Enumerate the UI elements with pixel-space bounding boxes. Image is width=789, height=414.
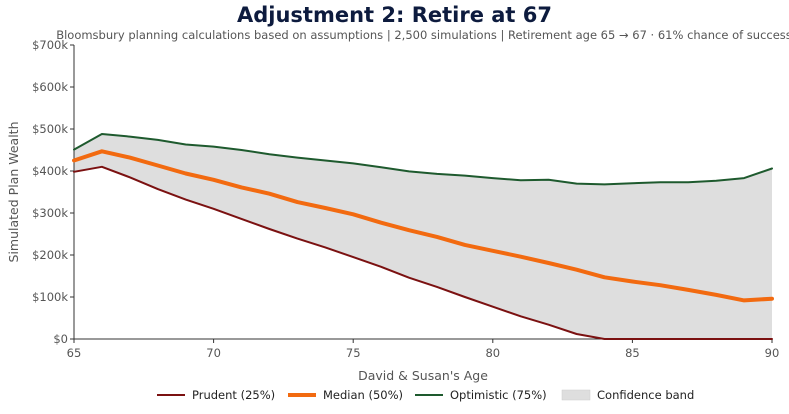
x-tick-label: 90 xyxy=(765,346,780,360)
chart-title: Adjustment 2: Retire at 67 xyxy=(236,3,553,27)
y-tick-label: $100k xyxy=(32,290,68,304)
x-tick-label: 80 xyxy=(485,346,500,360)
y-tick-label: $700k xyxy=(32,38,68,52)
y-tick-label: $400k xyxy=(32,164,68,178)
confidence-band-layer xyxy=(74,134,772,339)
confidence-band-area xyxy=(74,134,772,339)
legend-label-confidence-band: Confidence band xyxy=(597,388,694,402)
y-axis-label: Simulated Plan Wealth xyxy=(6,122,21,263)
legend-label-median-50: Median (50%) xyxy=(323,388,403,402)
x-tick-label: 75 xyxy=(346,346,361,360)
series-line-median-50 xyxy=(72,149,774,303)
x-tick-label: 85 xyxy=(625,346,640,360)
y-tick-label: $600k xyxy=(32,80,68,94)
y-tick-label: $200k xyxy=(32,248,68,262)
y-tick-label: $0 xyxy=(53,332,68,346)
axes-layer: $0 $100k $200k $300k $400k $500k $600k $700k 65 7… xyxy=(32,38,779,360)
legend-label-prudent-25: Prudent (25%) xyxy=(192,388,275,402)
legend-swatch-confidence-band xyxy=(561,389,591,401)
y-tick-label: $500k xyxy=(32,122,68,136)
chart-subtitle: Bloomsbury planning calculations based o… xyxy=(56,28,789,42)
x-tick-label: 70 xyxy=(206,346,221,360)
series-line-optimistic-75 xyxy=(73,133,773,186)
legend-label-optimistic-75: Optimistic (75%) xyxy=(450,388,547,402)
legend: Prudent (25%) Median (50%) Optimistic (75%… xyxy=(157,388,694,402)
x-tick-label: 65 xyxy=(67,346,82,360)
y-tick-label: $300k xyxy=(32,206,68,220)
series-line-prudent-25 xyxy=(73,165,773,340)
series-lines-layer xyxy=(72,133,774,340)
x-axis-label: David & Susan's Age xyxy=(358,368,488,383)
